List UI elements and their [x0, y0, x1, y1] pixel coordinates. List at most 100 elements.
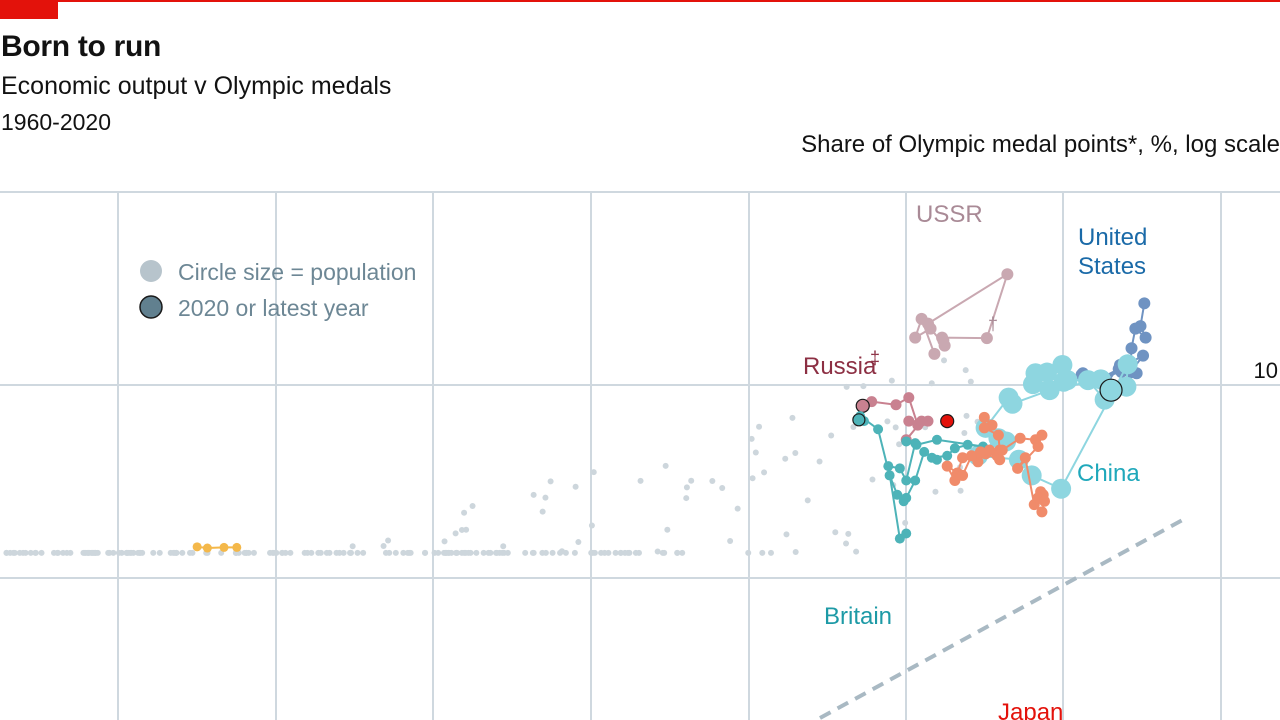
background-country-point: [869, 476, 876, 483]
background-country-point: [530, 491, 537, 498]
series-label: Japan: [998, 699, 1063, 720]
series-point: [873, 424, 884, 435]
series-point: [938, 339, 951, 352]
background-country-point: [860, 383, 867, 390]
background-country-point: [928, 380, 935, 387]
background-country-point: [125, 549, 132, 556]
background-country-point: [522, 549, 529, 556]
background-country-point: [106, 549, 113, 556]
latest-year-point: [1099, 378, 1123, 402]
background-country-point: [392, 549, 399, 556]
background-country-point: [287, 549, 294, 556]
series-point: [894, 463, 905, 474]
background-country-point: [243, 549, 250, 556]
background-country-point: [542, 549, 549, 556]
background-country-point: [850, 424, 857, 431]
background-country-point: [734, 505, 741, 512]
series-point: [1021, 465, 1042, 486]
series-point: [992, 429, 1004, 441]
background-country-point: [674, 549, 681, 556]
background-country-point: [7, 549, 14, 556]
series-point: [1138, 297, 1151, 310]
series-point: [890, 399, 902, 411]
background-country-point: [661, 549, 668, 556]
series-point: [998, 387, 1019, 408]
background-country-point: [422, 549, 429, 556]
y-axis-label: Share of Olympic medal points*, %, log s…: [801, 131, 1280, 159]
background-country-point: [572, 483, 579, 490]
series-point: [1038, 495, 1050, 507]
background-country-point: [575, 539, 582, 546]
series-label: China: [1077, 460, 1140, 487]
background-country-point: [445, 549, 452, 556]
series-point: [1032, 441, 1044, 453]
annotation-dagger: †: [988, 314, 998, 334]
background-country-point: [382, 549, 389, 556]
background-country-point: [467, 549, 474, 556]
background-country-point: [136, 549, 143, 556]
background-country-point: [187, 549, 194, 556]
background-country-point: [843, 383, 850, 390]
background-country-point: [549, 549, 556, 556]
background-country-point: [304, 549, 311, 556]
series-point: [1137, 349, 1150, 362]
background-country-point: [493, 549, 500, 556]
background-country-point: [84, 549, 91, 556]
background-country-point: [542, 494, 549, 501]
series-point: [1014, 432, 1026, 444]
background-country-point: [617, 549, 624, 556]
background-country-point: [625, 549, 632, 556]
series-point: [202, 543, 212, 553]
series-line: [197, 545, 237, 550]
series-point: [919, 446, 930, 457]
background-country-point: [323, 549, 330, 556]
series-label: USSR: [916, 201, 983, 228]
series-point: [1036, 429, 1048, 441]
latest-year-point: [940, 414, 955, 429]
series-point: [883, 461, 894, 472]
series-point: [980, 332, 993, 345]
series-point: [232, 542, 242, 552]
background-country-point: [469, 503, 476, 510]
background-country-point: [767, 549, 774, 556]
series-point: [916, 415, 928, 427]
background-country-point: [60, 549, 67, 556]
background-country-point: [761, 469, 768, 476]
series-point: [901, 492, 912, 503]
series-point: [1052, 354, 1073, 375]
series-point: [941, 460, 953, 472]
background-country-point: [179, 549, 186, 556]
series-point: [1057, 370, 1078, 391]
y-axis-label-text: Share of Olympic medal points*, %, log s…: [801, 131, 1280, 158]
background-country-point: [547, 478, 554, 485]
background-country-point: [454, 549, 461, 556]
background-country-point: [896, 441, 903, 448]
background-country-point: [789, 414, 796, 421]
series-label: United: [1078, 224, 1147, 251]
series-point: [994, 454, 1006, 466]
series-point: [928, 347, 941, 360]
background-country-point: [967, 378, 974, 385]
background-country-point: [380, 543, 387, 550]
background-country-point: [558, 548, 565, 555]
series-point: [1019, 452, 1031, 464]
background-country-point: [150, 549, 157, 556]
series-point: [978, 411, 990, 423]
series-point: [909, 331, 922, 344]
background-country-point: [884, 418, 891, 425]
background-country-point: [11, 549, 18, 556]
chart-period: 1960-2020: [1, 109, 111, 135]
legend-latest-swatch: [139, 295, 163, 319]
series-point: [957, 452, 969, 464]
background-country-point: [500, 543, 507, 550]
background-country-point: [340, 549, 347, 556]
series-point: [901, 475, 912, 486]
background-country-point: [480, 549, 487, 556]
series-point: [957, 469, 969, 481]
series-point: [949, 443, 960, 454]
background-country-point: [683, 484, 690, 491]
series-point: [1036, 506, 1048, 518]
background-country-point: [679, 549, 686, 556]
background-country-point: [853, 548, 860, 555]
background-country-point: [80, 549, 87, 556]
